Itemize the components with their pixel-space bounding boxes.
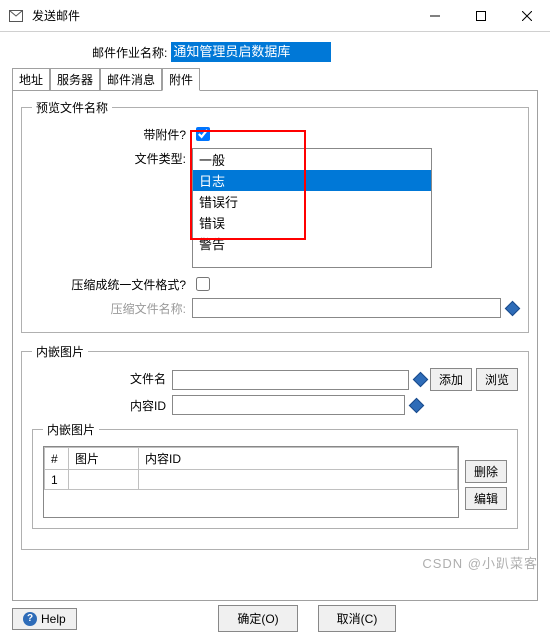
embedded-table-wrap: #图片内容ID1	[43, 446, 459, 518]
embedded-inner-fieldset: 内嵌图片 #图片内容ID1 删除 编辑	[32, 421, 518, 529]
titlebar: 发送邮件	[0, 0, 550, 32]
maximize-button[interactable]	[458, 0, 504, 31]
edit-button[interactable]: 编辑	[465, 487, 507, 510]
job-name-input[interactable]: 通知管理员启数据库	[171, 42, 331, 62]
job-name-label: 邮件作业名称:	[92, 44, 167, 61]
embedded-table[interactable]: #图片内容ID1	[44, 447, 458, 490]
help-button[interactable]: ? Help	[12, 608, 77, 630]
table-header: #	[45, 448, 69, 470]
variable-icon[interactable]	[505, 300, 521, 316]
embedded-fieldset: 内嵌图片 文件名 添加 浏览 内容ID	[21, 343, 529, 550]
close-button[interactable]	[504, 0, 550, 31]
zip-label: 压缩成统一文件格式?	[32, 274, 192, 293]
tab-panel-attachments: 预览文件名称 带附件? 文件类型: 一般日志错误行错误警告 压缩成统一文件格式?	[12, 91, 538, 601]
embedded-inner-legend: 内嵌图片	[43, 421, 99, 438]
content-area: 邮件作业名称: 通知管理员启数据库 地址服务器邮件消息附件 预览文件名称 带附件…	[0, 32, 550, 601]
file-type-option[interactable]: 日志	[193, 170, 431, 191]
preview-legend: 预览文件名称	[32, 99, 112, 116]
filename-label: 文件名	[32, 368, 172, 387]
variable-icon[interactable]	[409, 397, 425, 413]
filename-input[interactable]	[172, 370, 409, 390]
delete-button[interactable]: 删除	[465, 460, 507, 483]
table-header: 内容ID	[139, 448, 458, 470]
bottom-bar: ? Help 确定(O) 取消(C)	[12, 605, 538, 632]
help-icon: ?	[23, 612, 37, 626]
add-button[interactable]: 添加	[430, 368, 472, 391]
window-controls	[412, 0, 550, 31]
file-type-label: 文件类型:	[32, 148, 192, 167]
mail-icon	[8, 8, 24, 24]
table-row[interactable]: 1	[45, 470, 458, 490]
variable-icon[interactable]	[413, 372, 429, 388]
cancel-button[interactable]: 取消(C)	[318, 605, 397, 632]
tabstrip: 地址服务器邮件消息附件	[12, 68, 538, 91]
zip-checkbox[interactable]	[196, 277, 210, 291]
browse-button[interactable]: 浏览	[476, 368, 518, 391]
contentid-label: 内容ID	[32, 395, 172, 414]
file-type-option[interactable]: 一般	[193, 149, 431, 170]
preview-fieldset: 预览文件名称 带附件? 文件类型: 一般日志错误行错误警告 压缩成统一文件格式?	[21, 99, 529, 333]
tab-1[interactable]: 服务器	[50, 68, 100, 90]
with-attachment-checkbox[interactable]	[196, 127, 210, 141]
job-name-row: 邮件作业名称: 通知管理员启数据库	[12, 42, 538, 62]
minimize-button[interactable]	[412, 0, 458, 31]
file-type-option[interactable]: 错误	[193, 212, 431, 233]
tab-3[interactable]: 附件	[162, 68, 200, 91]
file-type-option[interactable]: 错误行	[193, 191, 431, 212]
embedded-legend: 内嵌图片	[32, 343, 88, 360]
contentid-input[interactable]	[172, 395, 405, 415]
tab-2[interactable]: 邮件消息	[100, 68, 162, 90]
ok-button[interactable]: 确定(O)	[218, 605, 297, 632]
file-type-option[interactable]: 警告	[193, 233, 431, 254]
zip-name-label: 压缩文件名称:	[32, 298, 192, 317]
zip-name-input[interactable]	[192, 298, 501, 318]
with-attachment-label: 带附件?	[32, 124, 192, 143]
window-title: 发送邮件	[32, 7, 80, 24]
help-label: Help	[41, 612, 66, 626]
tab-0[interactable]: 地址	[12, 68, 50, 90]
file-type-listbox[interactable]: 一般日志错误行错误警告	[192, 148, 432, 268]
table-header: 图片	[69, 448, 139, 470]
